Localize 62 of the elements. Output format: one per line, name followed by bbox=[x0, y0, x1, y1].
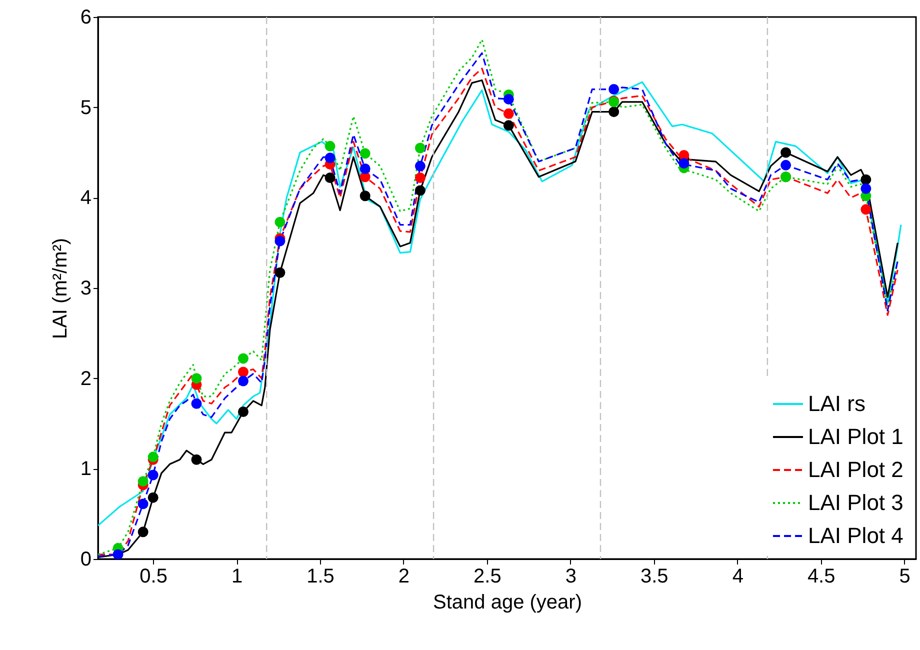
point bbox=[360, 148, 370, 159]
point bbox=[238, 353, 248, 364]
x-tick-label: 2 bbox=[398, 566, 410, 588]
x-tick-label: 2.5 bbox=[474, 566, 502, 588]
point bbox=[148, 492, 158, 503]
legend-label: LAI Plot 1 bbox=[808, 424, 904, 449]
y-tick-label: 4 bbox=[80, 187, 92, 210]
point bbox=[780, 147, 792, 158]
point bbox=[112, 549, 124, 559]
point bbox=[414, 172, 426, 184]
point bbox=[138, 498, 148, 510]
point bbox=[238, 366, 248, 378]
x-tick-label: 4 bbox=[732, 566, 744, 588]
point bbox=[608, 84, 620, 94]
point bbox=[324, 152, 336, 164]
point bbox=[324, 140, 336, 152]
y-tick-label: 1 bbox=[80, 458, 92, 480]
point bbox=[148, 470, 158, 480]
point bbox=[138, 526, 148, 538]
point bbox=[780, 160, 792, 170]
point bbox=[503, 108, 514, 119]
point bbox=[414, 142, 426, 154]
point bbox=[191, 398, 202, 409]
point bbox=[503, 120, 514, 131]
point bbox=[414, 185, 426, 196]
y-tick-label: 5 bbox=[80, 96, 92, 119]
y-tick-label: 6 bbox=[80, 6, 92, 28]
y-tick-label: 0 bbox=[80, 548, 92, 570]
point bbox=[860, 183, 872, 194]
y-axis-title: LAI (m²/m²) bbox=[49, 238, 72, 340]
point bbox=[860, 174, 872, 185]
point bbox=[324, 172, 336, 184]
x-tick-label: 4.5 bbox=[807, 566, 836, 588]
point bbox=[191, 454, 202, 465]
point bbox=[360, 190, 370, 202]
legend-label: LAI rs bbox=[808, 391, 866, 416]
point bbox=[274, 216, 286, 228]
legend-label: LAI Plot 3 bbox=[808, 490, 904, 515]
x-tick-label: 1.5 bbox=[306, 566, 334, 588]
point bbox=[503, 94, 514, 104]
x-tick-label: 5 bbox=[899, 566, 910, 588]
point bbox=[678, 158, 690, 169]
x-tick-label: 1 bbox=[231, 566, 243, 588]
legend-label: LAI Plot 2 bbox=[808, 457, 904, 482]
y-tick-label: 2 bbox=[80, 368, 92, 390]
point bbox=[608, 106, 620, 118]
legend-label: LAI Plot 4 bbox=[808, 523, 904, 548]
point bbox=[238, 376, 248, 386]
point bbox=[274, 236, 286, 246]
point bbox=[414, 160, 426, 172]
x-tick-label: 3.5 bbox=[640, 566, 668, 588]
point bbox=[360, 164, 370, 174]
x-tick-label: 0.5 bbox=[140, 566, 168, 588]
point bbox=[238, 406, 248, 417]
point bbox=[148, 452, 158, 462]
point bbox=[274, 267, 286, 278]
point bbox=[860, 204, 872, 215]
point bbox=[191, 373, 202, 384]
x-axis-title: Stand age (year) bbox=[433, 592, 582, 614]
y-tick-label: 3 bbox=[80, 278, 92, 300]
point bbox=[138, 476, 148, 487]
x-tick-label: 3 bbox=[565, 566, 576, 588]
